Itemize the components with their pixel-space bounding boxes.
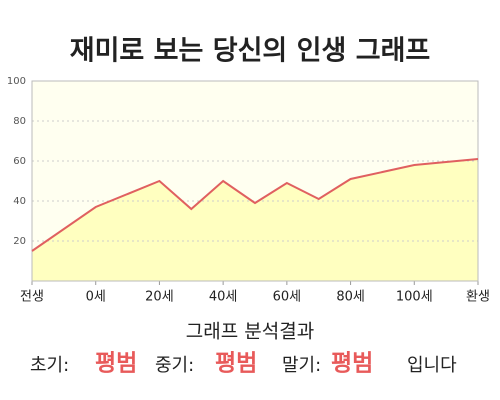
result-ending: 입니다 (407, 355, 457, 376)
y-tick-label: 40 (13, 196, 26, 207)
x-tick-label: 40세 (209, 290, 238, 305)
result-value: 평범 (331, 351, 373, 377)
result-value: 평범 (95, 351, 137, 377)
y-tick-label: 100 (7, 76, 26, 87)
y-tick-label: 20 (13, 236, 26, 247)
result-label: 중기: (155, 355, 194, 376)
x-tick-label: 0세 (86, 290, 106, 305)
area (32, 159, 478, 281)
x-tick-label: 60세 (273, 290, 302, 305)
x-tick-label: 환생 (466, 290, 490, 305)
y-tick-label: 60 (13, 156, 26, 167)
y-tick-label: 80 (13, 116, 26, 127)
x-tick-label: 100세 (396, 290, 433, 305)
line (31, 158, 479, 252)
result-value: 평범 (215, 351, 257, 377)
result-label: 초기: (30, 355, 69, 376)
chart-title: 재미로 보는 당신의 인생 그래프 (70, 36, 431, 67)
plot-frame (31, 80, 479, 282)
result-label: 말기: (282, 355, 321, 376)
result-heading: 그래프 분석결과 (186, 321, 314, 343)
x-tick-label: 전생 (20, 290, 44, 305)
x-tick-label: 80세 (336, 290, 365, 305)
x-tick-label: 20세 (145, 290, 174, 305)
